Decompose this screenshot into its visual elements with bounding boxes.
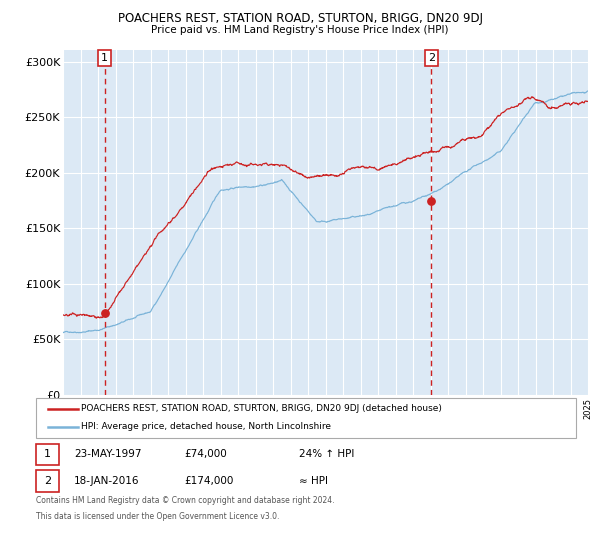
Text: ≈ HPI: ≈ HPI (299, 476, 328, 486)
Text: £174,000: £174,000 (185, 476, 234, 486)
Text: POACHERS REST, STATION ROAD, STURTON, BRIGG, DN20 9DJ: POACHERS REST, STATION ROAD, STURTON, BR… (118, 12, 482, 25)
Text: Price paid vs. HM Land Registry's House Price Index (HPI): Price paid vs. HM Land Registry's House … (151, 25, 449, 35)
Text: 24% ↑ HPI: 24% ↑ HPI (299, 449, 354, 459)
Point (100, 308, 110, 317)
Text: 18-JAN-2016: 18-JAN-2016 (74, 476, 139, 486)
Text: 2: 2 (428, 53, 435, 63)
Text: 2: 2 (44, 476, 51, 486)
Text: POACHERS REST, STATION ROAD, STURTON, BRIGG, DN20 9DJ (detached house): POACHERS REST, STATION ROAD, STURTON, BR… (81, 404, 442, 413)
Text: Contains HM Land Registry data © Crown copyright and database right 2024.: Contains HM Land Registry data © Crown c… (36, 496, 335, 505)
Point (427, 197, 436, 206)
Text: HPI: Average price, detached house, North Lincolnshire: HPI: Average price, detached house, Nort… (81, 422, 331, 431)
Text: 1: 1 (44, 449, 51, 459)
Text: 23-MAY-1997: 23-MAY-1997 (74, 449, 142, 459)
Text: £74,000: £74,000 (185, 449, 227, 459)
Text: This data is licensed under the Open Government Licence v3.0.: This data is licensed under the Open Gov… (36, 512, 280, 521)
Text: 1: 1 (101, 53, 109, 63)
